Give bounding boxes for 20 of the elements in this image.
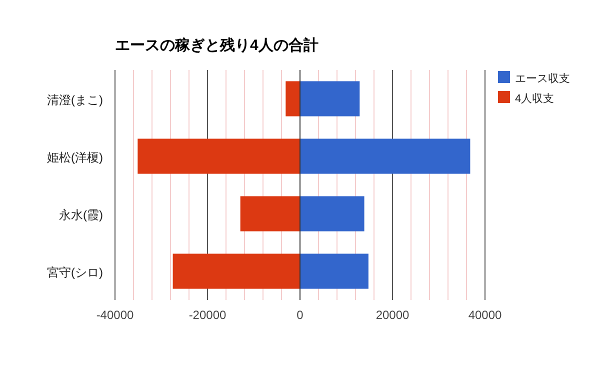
bar [300,81,360,116]
bar [300,138,470,174]
bar [286,81,300,116]
chart-title: エースの稼ぎと残り4人の合計 [115,37,318,54]
y-tick-label: 宮守(シロ) [47,265,103,280]
legend-label: 4人収支 [515,92,554,105]
x-tick-label: 20000 [376,308,410,322]
x-tick-label: 0 [296,308,304,322]
y-tick-label: 姫松(洋榎) [47,150,103,164]
bar [240,196,300,232]
y-tick-label: 永水(霞) [59,208,103,222]
bar [300,196,364,232]
bar [172,254,300,289]
x-tick-label: 40000 [468,308,502,322]
x-tick-label: -40000 [96,308,134,322]
x-tick-label: -20000 [188,308,227,322]
bar [138,138,300,174]
y-tick-label: 清澄(まこ) [47,92,103,107]
bar [300,254,368,289]
legend-label: エース収支 [515,72,570,85]
